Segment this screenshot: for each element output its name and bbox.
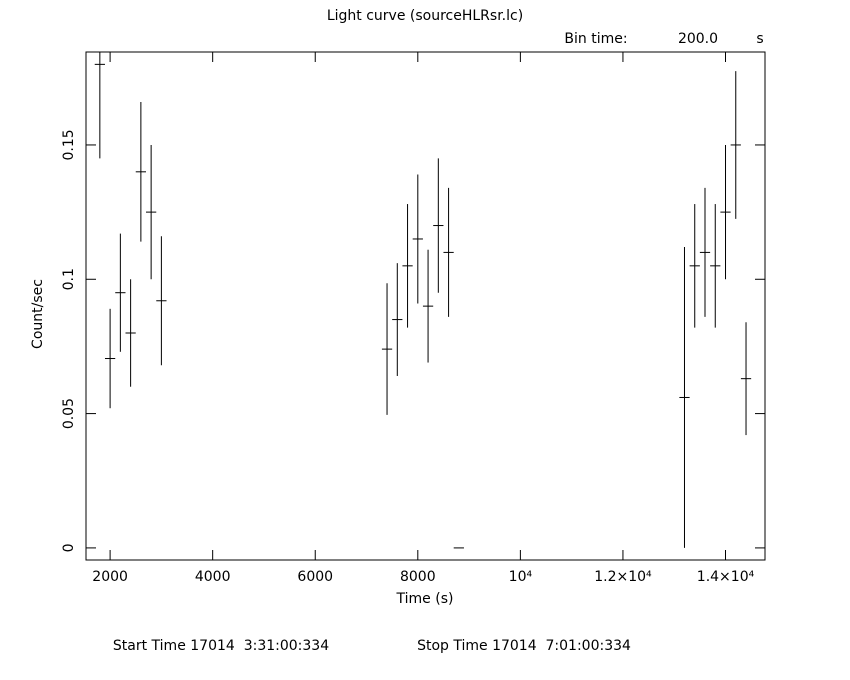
x-tick-label: 1.4×10⁴ [697, 569, 755, 585]
bin-time-label: Bin time: [564, 31, 627, 47]
plot-frame [85, 51, 766, 561]
x-tick-label: 1.2×10⁴ [594, 569, 652, 585]
stop-time: Stop Time 17014 7:01:00:334 [417, 638, 631, 654]
x-axis-title: Time (s) [396, 591, 454, 607]
start-time: Start Time 17014 3:31:00:334 [113, 638, 329, 654]
bin-time-unit: s [756, 31, 763, 47]
y-tick-label: 0.15 [61, 129, 77, 160]
bin-time: 200.0 [678, 31, 718, 47]
x-tick-label: 8000 [400, 569, 436, 585]
x-tick-label: 2000 [92, 569, 128, 585]
y-tick-label: 0.05 [61, 398, 77, 429]
x-tick-label: 10⁴ [509, 569, 533, 585]
y-tick-label: 0.1 [61, 268, 77, 290]
y-tick-label: 0 [61, 543, 77, 552]
x-tick-label: 6000 [297, 569, 333, 585]
y-axis-title: Count/sec [30, 279, 46, 349]
data-layer [94, 52, 752, 549]
x-tick-label: 4000 [195, 569, 231, 585]
chart-title: Light curve (sourceHLRsr.lc) [327, 8, 523, 24]
